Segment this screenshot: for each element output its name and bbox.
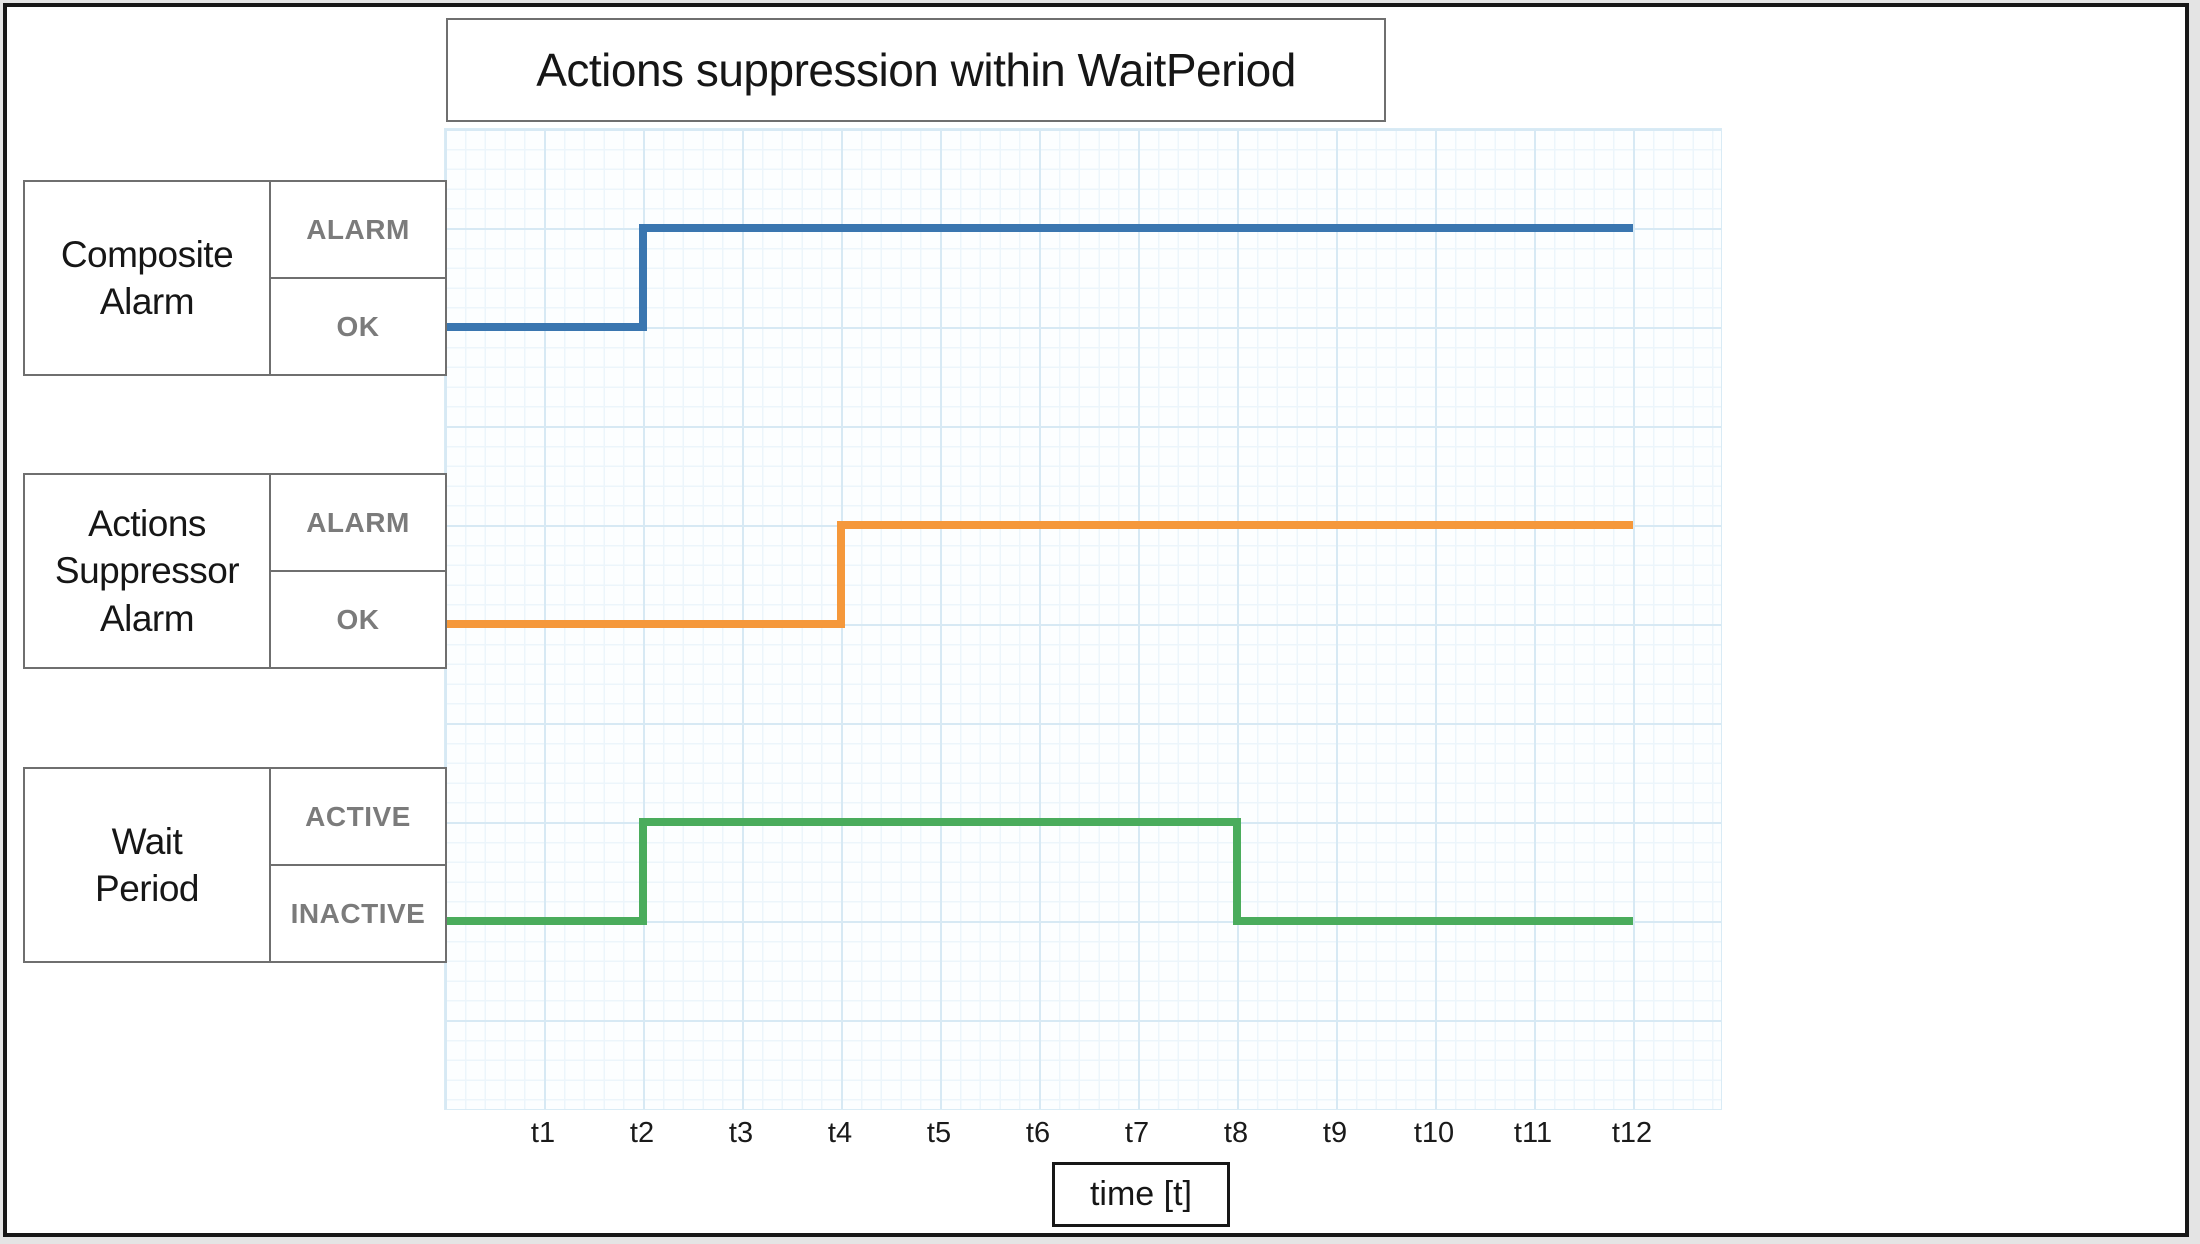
state-cell-ok: OK — [336, 603, 380, 635]
title-box: Actions suppression within WaitPeriod — [446, 18, 1386, 122]
row-label-composite-alarm: Composite Alarm — [25, 182, 271, 374]
row-box-wait-period: Wait Period ACTIVE INACTIVE — [23, 767, 447, 963]
plot-grid — [444, 128, 1722, 1110]
x-axis-label: time [t] — [1089, 1175, 1193, 1213]
tick-label-t1: t1 — [530, 1117, 556, 1149]
row-label-wait-period: Wait Period — [25, 769, 271, 961]
tick-label-t12: t12 — [1611, 1117, 1653, 1149]
state-cell-alarm: ALARM — [271, 182, 445, 279]
chart-lines — [445, 224, 1633, 925]
state-cell-alarm: ALARM — [271, 475, 445, 572]
row-states-wait-period: ACTIVE INACTIVE — [271, 769, 445, 961]
row-box-actions-suppressor-alarm: Actions Suppressor Alarm ALARM OK — [23, 473, 447, 669]
row-states-composite-alarm: ALARM OK — [271, 182, 445, 374]
tick-label-t2: t2 — [629, 1117, 655, 1149]
row-states-actions-suppressor-alarm: ALARM OK — [271, 475, 445, 667]
tick-label-t10: t10 — [1413, 1117, 1455, 1149]
state-cell-ok: OK — [336, 310, 380, 342]
state-cell-inactive: INACTIVE — [290, 897, 426, 929]
series-line-wait-period — [445, 818, 1633, 925]
row-label-actions-suppressor-alarm: Actions Suppressor Alarm — [25, 475, 271, 667]
row-box-composite-alarm: Composite Alarm ALARM OK — [23, 180, 447, 376]
tick-label-t11: t11 — [1513, 1117, 1553, 1149]
series-line-actions-suppressor-alarm — [445, 521, 1633, 628]
series-line-composite-alarm — [445, 224, 1633, 331]
tick-label-t9: t9 — [1322, 1117, 1348, 1149]
tick-label-t4: t4 — [827, 1117, 853, 1149]
tick-label-t3: t3 — [728, 1117, 754, 1149]
x-axis-label-box: time [t] — [1052, 1162, 1230, 1227]
diagram-title: Actions suppression within WaitPeriod — [536, 44, 1296, 96]
tick-label-t7: t7 — [1124, 1117, 1150, 1149]
state-cell-active: ACTIVE — [271, 769, 445, 866]
diagram-panel: Actions suppression within WaitPeriod Co… — [3, 3, 2189, 1237]
tick-label-t5: t5 — [926, 1117, 952, 1149]
tick-label-t6: t6 — [1025, 1117, 1051, 1149]
tick-label-t8: t8 — [1223, 1117, 1249, 1149]
